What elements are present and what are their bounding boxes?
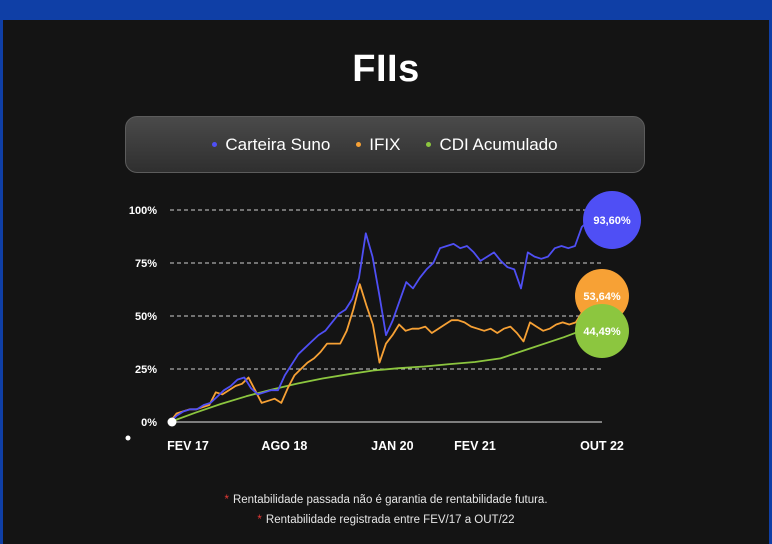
legend-label: CDI Acumulado [439,134,558,154]
series-line-ifix [169,283,603,423]
legend-item-carteira-suno: Carteira Suno [212,135,330,155]
x-tick-label: FEV 21 [454,439,496,453]
series-line-cdi-acumulado [169,326,590,423]
x-tick-label: JAN 20 [371,439,413,453]
y-tick-label: 50% [135,311,157,323]
legend-item-cdi: CDI Acumulado [426,134,558,155]
end-value-bubble [575,304,629,358]
y-tick-label: 25% [135,364,157,376]
x-tick-label: AGO 18 [261,439,307,453]
x-tick-label: OUT 22 [580,439,624,453]
y-tick-label: 75% [135,258,157,270]
asterisk-icon: * [224,494,229,506]
legend-label: Carteira Suno [225,134,331,154]
legend-item-ifix: IFIX [356,135,400,155]
y-tick-label: 0% [141,417,157,429]
end-value-label: 44,49% [583,326,621,338]
footnotes: * Rentabilidade passada não é garantia de… [0,490,772,530]
legend-dot-icon [212,142,218,147]
x-tick-label: FEV 17 [167,439,209,453]
series-line-carteira-suno [169,219,603,423]
end-value-bubble [583,191,641,249]
legend-dot-icon [356,142,362,147]
page-title: FIIs [352,48,420,90]
y-tick-label: 100% [129,205,157,217]
small-dot-icon [125,435,131,441]
chart-legend: Carteira Suno IFIX CDI Acumulado [125,116,645,173]
asterisk-icon: * [257,514,262,526]
end-value-label: 53,64% [583,291,621,303]
footnote: * Rentabilidade passada não é garantia de… [0,490,772,510]
legend-label: IFIX [369,134,401,154]
footnote-text: Rentabilidade registrada entre FEV/17 a … [265,514,515,526]
footnote-text: Rentabilidade passada não é garantia de … [232,494,548,506]
legend-dot-icon [426,142,432,147]
origin-dot-icon [167,417,177,427]
top-bar [0,0,772,20]
end-value-label: 93,60% [593,215,631,227]
chart-panel [3,20,769,544]
footnote: * Rentabilidade registrada entre FEV/17 a… [0,510,772,530]
